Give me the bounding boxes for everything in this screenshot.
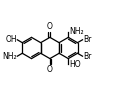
Text: NH₂: NH₂ bbox=[69, 27, 83, 36]
Text: NH₂: NH₂ bbox=[2, 52, 17, 61]
Text: OH: OH bbox=[5, 35, 17, 44]
Text: Br: Br bbox=[83, 52, 91, 61]
Text: O: O bbox=[47, 22, 53, 31]
Text: O: O bbox=[47, 65, 53, 74]
Text: Br: Br bbox=[83, 35, 91, 44]
Text: HO: HO bbox=[69, 60, 80, 69]
